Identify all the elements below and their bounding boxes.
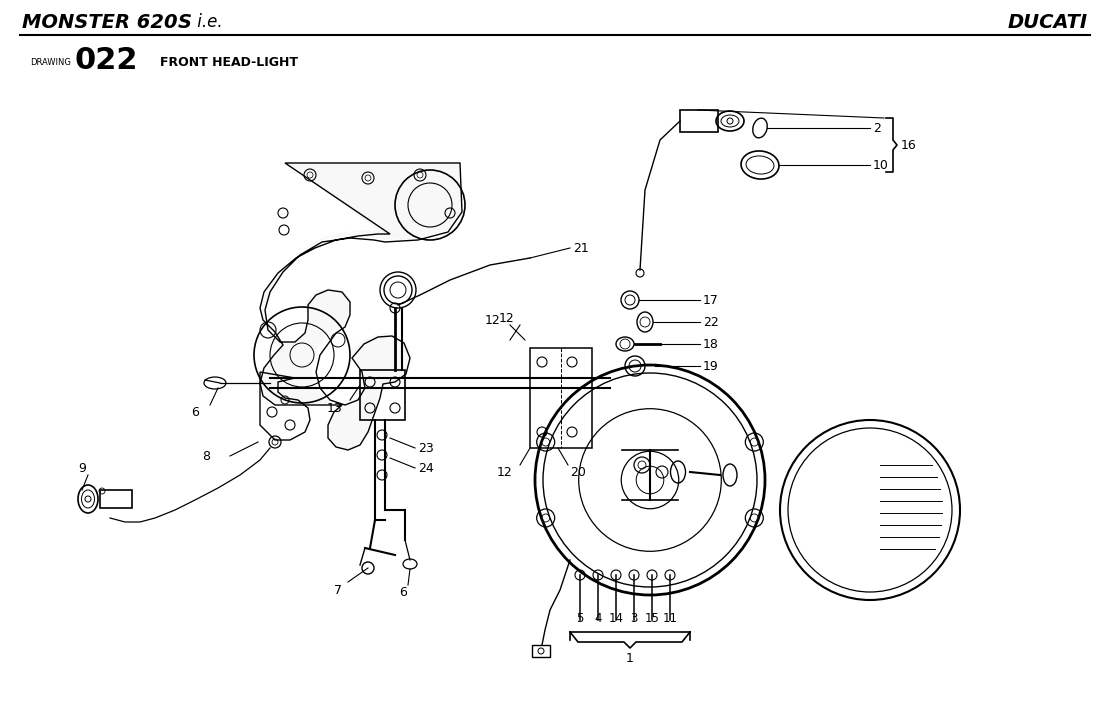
Bar <box>680 110 718 132</box>
Text: 9: 9 <box>78 461 85 475</box>
Text: 8: 8 <box>202 450 210 463</box>
Text: 15: 15 <box>645 611 659 625</box>
Text: 10: 10 <box>872 159 889 171</box>
Text: 14: 14 <box>608 611 624 625</box>
Text: FRONT HEAD-LIGHT: FRONT HEAD-LIGHT <box>160 56 297 69</box>
Text: 17: 17 <box>703 293 719 306</box>
Text: 12: 12 <box>497 466 513 478</box>
Text: 11: 11 <box>663 611 677 625</box>
Text: 22: 22 <box>703 316 719 328</box>
Text: 4: 4 <box>594 611 602 625</box>
Bar <box>100 490 132 508</box>
Text: DUCATI: DUCATI <box>1008 13 1088 31</box>
Text: 6: 6 <box>400 585 407 598</box>
Polygon shape <box>260 162 462 450</box>
Text: 1: 1 <box>626 651 634 665</box>
Text: 12: 12 <box>484 313 500 326</box>
Bar <box>360 370 405 420</box>
Text: 3: 3 <box>630 611 637 625</box>
Text: 21: 21 <box>573 241 588 254</box>
Text: 23: 23 <box>418 441 434 455</box>
Text: 12: 12 <box>500 311 515 324</box>
Text: 16: 16 <box>901 139 917 151</box>
Text: 2: 2 <box>872 121 881 134</box>
Text: 18: 18 <box>703 338 719 351</box>
Text: 6: 6 <box>191 406 199 418</box>
Text: 7: 7 <box>334 583 342 596</box>
Bar <box>532 645 549 657</box>
Text: i.e.: i.e. <box>192 13 223 31</box>
Text: 24: 24 <box>418 461 434 475</box>
Text: 20: 20 <box>571 466 586 478</box>
Text: 13: 13 <box>326 401 342 415</box>
Text: MONSTER 620: MONSTER 620 <box>22 13 178 31</box>
Text: DRAWING: DRAWING <box>30 58 71 66</box>
Text: 5: 5 <box>576 611 584 625</box>
Text: 022: 022 <box>75 46 139 74</box>
Bar <box>529 348 592 448</box>
Text: 19: 19 <box>703 360 719 373</box>
Text: S: S <box>178 13 192 31</box>
